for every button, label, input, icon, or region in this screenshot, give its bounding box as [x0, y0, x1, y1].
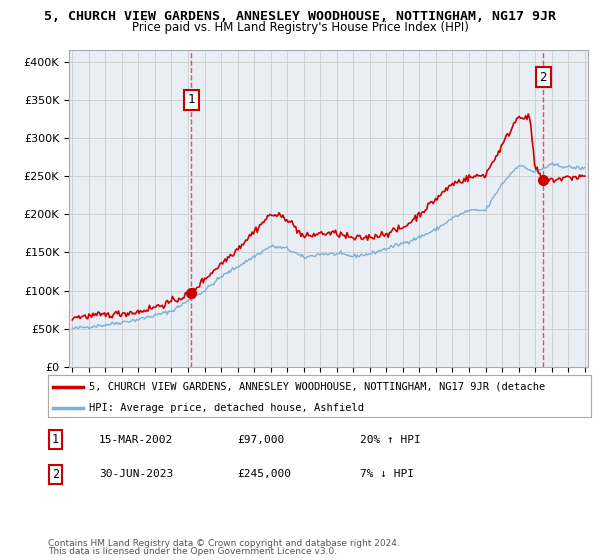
Text: 1: 1 — [188, 94, 195, 106]
Text: Price paid vs. HM Land Registry's House Price Index (HPI): Price paid vs. HM Land Registry's House … — [131, 21, 469, 34]
Text: 15-MAR-2002: 15-MAR-2002 — [99, 435, 173, 445]
Text: £97,000: £97,000 — [237, 435, 284, 445]
Text: 2: 2 — [539, 71, 547, 83]
Text: This data is licensed under the Open Government Licence v3.0.: This data is licensed under the Open Gov… — [48, 547, 337, 556]
Text: 7% ↓ HPI: 7% ↓ HPI — [360, 469, 414, 479]
Text: 30-JUN-2023: 30-JUN-2023 — [99, 469, 173, 479]
Text: 1: 1 — [52, 433, 59, 446]
Text: 5, CHURCH VIEW GARDENS, ANNESLEY WOODHOUSE, NOTTINGHAM, NG17 9JR: 5, CHURCH VIEW GARDENS, ANNESLEY WOODHOU… — [44, 10, 556, 23]
Text: Contains HM Land Registry data © Crown copyright and database right 2024.: Contains HM Land Registry data © Crown c… — [48, 539, 400, 548]
Text: HPI: Average price, detached house, Ashfield: HPI: Average price, detached house, Ashf… — [89, 403, 364, 413]
Text: £245,000: £245,000 — [237, 469, 291, 479]
Text: 2: 2 — [52, 468, 59, 481]
Text: 20% ↑ HPI: 20% ↑ HPI — [360, 435, 421, 445]
Text: 5, CHURCH VIEW GARDENS, ANNESLEY WOODHOUSE, NOTTINGHAM, NG17 9JR (detache: 5, CHURCH VIEW GARDENS, ANNESLEY WOODHOU… — [89, 382, 545, 392]
